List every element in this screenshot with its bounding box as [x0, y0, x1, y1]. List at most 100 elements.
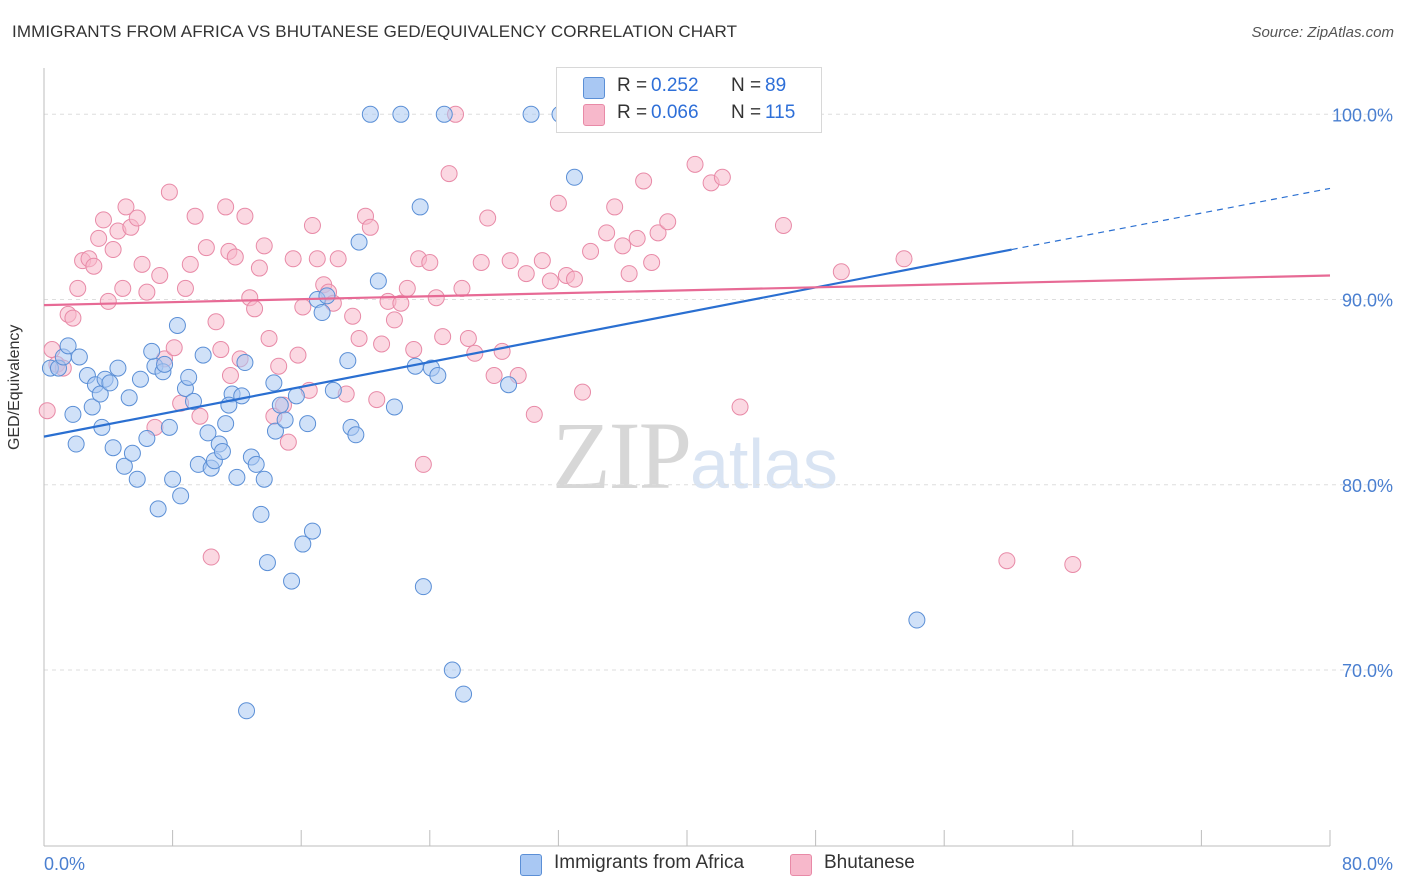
- bhutanese-point: [94, 211, 112, 229]
- bhutanese-point: [250, 259, 268, 277]
- bhutanese-point: [289, 346, 307, 364]
- africa-point: [217, 415, 235, 433]
- africa-point: [258, 554, 276, 572]
- bhutanese-point: [104, 241, 122, 259]
- watermark-atlas: atlas: [690, 425, 838, 503]
- bhutanese-point: [405, 341, 423, 359]
- africa-point: [522, 105, 540, 123]
- africa-point: [70, 348, 88, 366]
- bhutanese-point: [421, 254, 439, 271]
- bhutanese-point: [565, 270, 583, 288]
- bhutanese-point: [392, 294, 410, 312]
- africa-point: [369, 272, 387, 290]
- watermark-zip: ZIP: [552, 402, 692, 509]
- bhutanese-point: [713, 168, 731, 186]
- bhutanese-point: [85, 257, 103, 275]
- bhutanese-point: [207, 313, 225, 331]
- africa-point: [123, 444, 141, 462]
- bhutanese-point: [525, 405, 543, 423]
- africa-point: [347, 426, 365, 444]
- africa-point: [236, 354, 254, 372]
- y-tick-label: 70.0%: [1342, 661, 1393, 681]
- stats-legend: R = 0.252 N = 89 R = 0.066 N = 115: [556, 67, 822, 133]
- bhutanese-point: [181, 255, 199, 273]
- africa-point: [252, 505, 270, 523]
- bhutanese-point: [493, 342, 511, 360]
- watermark: ZIPatlas: [552, 400, 838, 511]
- legend-label: Immigrants from Africa: [554, 852, 745, 873]
- bhutanese-point: [998, 552, 1016, 570]
- bhutanese-point: [1064, 555, 1082, 573]
- africa-trend-extension: [1011, 187, 1331, 251]
- bhutanese-point: [133, 255, 151, 273]
- africa-point: [149, 500, 167, 518]
- bhutanese-point: [501, 252, 519, 270]
- africa-point: [168, 316, 186, 334]
- africa-point: [199, 424, 217, 442]
- y-tick-label: 90.0%: [1342, 291, 1393, 311]
- bhutanese-point: [620, 265, 638, 283]
- africa-point: [361, 105, 379, 123]
- africa-point: [247, 455, 265, 473]
- bhutanese-point: [260, 329, 278, 347]
- bhutanese-point: [549, 194, 567, 212]
- bhutanese-point: [453, 279, 471, 297]
- africa-point: [324, 381, 342, 399]
- bhutanese-point: [731, 398, 749, 416]
- africa-point: [908, 611, 926, 629]
- bhutanese-point: [303, 216, 321, 234]
- legend-label: Bhutanese: [824, 852, 915, 873]
- bhutanese-point: [202, 548, 220, 566]
- africa-point: [303, 522, 321, 540]
- bhutanese-point: [368, 391, 386, 409]
- bhutanese-point: [350, 329, 368, 347]
- bhutanese-swatch: [583, 104, 605, 126]
- africa-point: [429, 366, 447, 384]
- bhutanese-point: [635, 172, 653, 190]
- africa-point: [120, 389, 138, 407]
- africa-point: [104, 439, 122, 457]
- bhutanese-point: [117, 198, 135, 216]
- bhutanese-point: [186, 207, 204, 225]
- africa-point: [271, 396, 289, 414]
- africa-point: [101, 374, 119, 392]
- africa-point: [318, 287, 336, 305]
- africa-point: [443, 661, 461, 679]
- africa-point: [339, 352, 357, 370]
- bhutanese-point: [138, 283, 156, 301]
- bhutanese-point: [649, 224, 667, 242]
- africa-point: [414, 578, 432, 596]
- bhutanese-point: [485, 366, 503, 384]
- africa-point: [350, 233, 368, 251]
- africa-point: [59, 337, 77, 355]
- bhutanese-point: [165, 339, 183, 357]
- africa-point: [283, 572, 301, 590]
- bhutanese-point: [659, 213, 677, 231]
- africa-point: [67, 435, 85, 453]
- africa-point: [156, 355, 174, 373]
- bhutanese-point: [212, 341, 230, 359]
- bhutanese-point: [284, 250, 302, 268]
- bhutanese-point: [574, 383, 592, 401]
- bhutanese-point: [614, 237, 632, 255]
- bhutanese-point: [294, 298, 312, 316]
- bhutanese-point: [598, 224, 616, 242]
- africa-point: [435, 105, 453, 123]
- africa-point: [299, 415, 317, 433]
- bhutanese-point: [606, 198, 624, 216]
- bhutanese-point: [385, 311, 403, 329]
- bhutanese-point: [176, 279, 194, 297]
- r-label: R =: [617, 75, 648, 96]
- africa-point: [115, 457, 133, 475]
- africa-point: [128, 470, 146, 488]
- bhutanese-point: [533, 252, 551, 270]
- africa-point: [109, 359, 127, 377]
- bhutanese-point: [99, 292, 117, 310]
- bhutanese-point: [832, 263, 850, 281]
- bhutanese-point: [197, 239, 215, 257]
- bhutanese-point: [128, 209, 146, 227]
- africa-point: [500, 376, 518, 394]
- africa-point: [392, 105, 410, 123]
- bhutanese-point: [373, 335, 391, 353]
- n-label: N =: [731, 102, 762, 123]
